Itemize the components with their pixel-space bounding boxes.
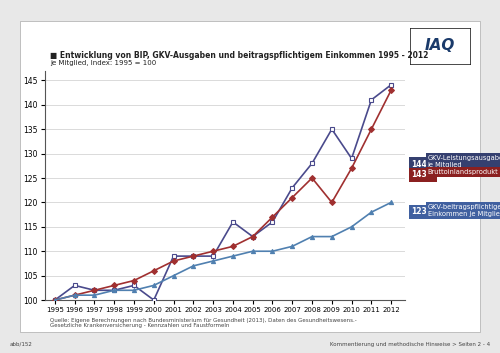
Text: 123.3: 123.3 [411, 207, 435, 216]
Text: ■ Entwicklung von BIP, GKV-Ausgaben und beitragspflichtigem Einkommen 1995 - 201: ■ Entwicklung von BIP, GKV-Ausgaben und … [50, 51, 428, 60]
Text: 144.1: 144.1 [411, 160, 435, 169]
Text: Quelle: Eigene Berechnungen nach Bundesministerium für Gesundheit (2013), Daten : Quelle: Eigene Berechnungen nach Bundesm… [50, 318, 357, 329]
Text: abb/152: abb/152 [10, 342, 33, 347]
Text: IAQ: IAQ [425, 38, 455, 53]
Text: 143.0: 143.0 [411, 170, 435, 179]
Text: GKV-Leistungsausgaben
je Mitglied: GKV-Leistungsausgaben je Mitglied [428, 155, 500, 168]
Text: je Mitglied, Index: 1995 = 100: je Mitglied, Index: 1995 = 100 [50, 60, 156, 66]
Text: GKV-beitragspflichtiges
Einkommen je Mitglied: GKV-beitragspflichtiges Einkommen je Mit… [428, 204, 500, 216]
Text: Bruttoinlandsprodukt: Bruttoinlandsprodukt [428, 169, 498, 175]
Text: Kommentierung und methodische Hinweise > Seiten 2 - 4: Kommentierung und methodische Hinweise >… [330, 342, 490, 347]
